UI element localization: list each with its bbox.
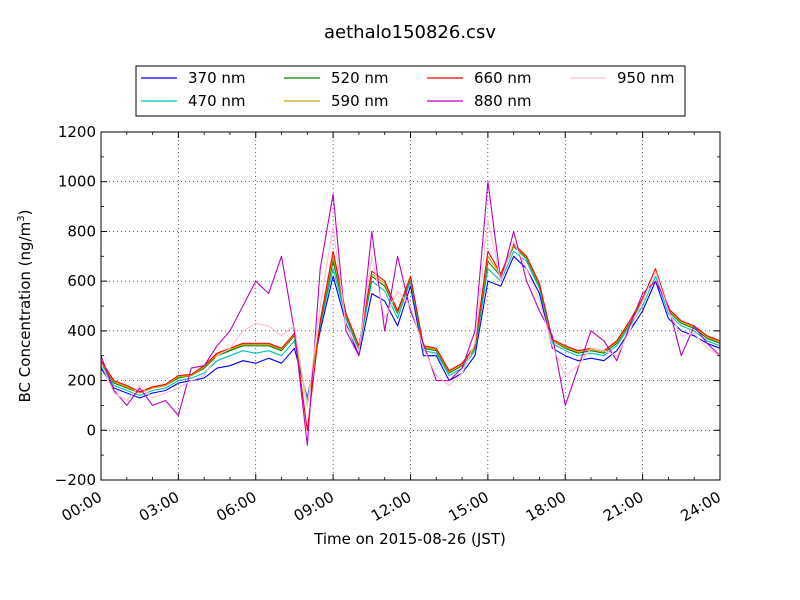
x-axis-label: Time on 2015-08-26 (JST): [313, 530, 506, 548]
y-axis-label-superscript: 3: [16, 215, 27, 221]
y-tick-label: 600: [67, 272, 96, 290]
y-tick-label: 0: [86, 421, 96, 439]
legend-label: 880 nm: [474, 92, 532, 110]
legend-label: 950 nm: [617, 69, 675, 87]
series-line-880-nm: [100, 181, 721, 446]
series-line-370-nm: [100, 255, 721, 399]
series-line-950-nm: [100, 218, 721, 406]
legend-label: 660 nm: [474, 69, 532, 87]
series-lines: [100, 181, 721, 446]
legend-label: 470 nm: [188, 92, 246, 110]
y-axis-label: BC Concentration (ng/m3): [16, 210, 34, 403]
y-tick-label: 200: [67, 372, 96, 390]
y-tick-label: 1200: [58, 123, 96, 141]
y-tick-label: −200: [55, 471, 96, 489]
legend: 370 nm 470 nm 520 nm 590 nm 660 nm 880 nm 950 …: [135, 65, 686, 117]
legend-label: 370 nm: [188, 69, 246, 87]
legend-label: 520 nm: [331, 69, 389, 87]
y-tick-label: 1000: [58, 173, 96, 191]
legend-label: 590 nm: [331, 92, 389, 110]
y-tick-label: 800: [67, 222, 96, 240]
chart-title: aethalo150826.csv: [324, 22, 496, 43]
y-tick-label: 400: [67, 322, 96, 340]
y-axis-label-text: BC Concentration (ng/m: [16, 222, 34, 403]
y-axis-label-close: ): [16, 210, 34, 216]
legend-box: [135, 65, 686, 117]
